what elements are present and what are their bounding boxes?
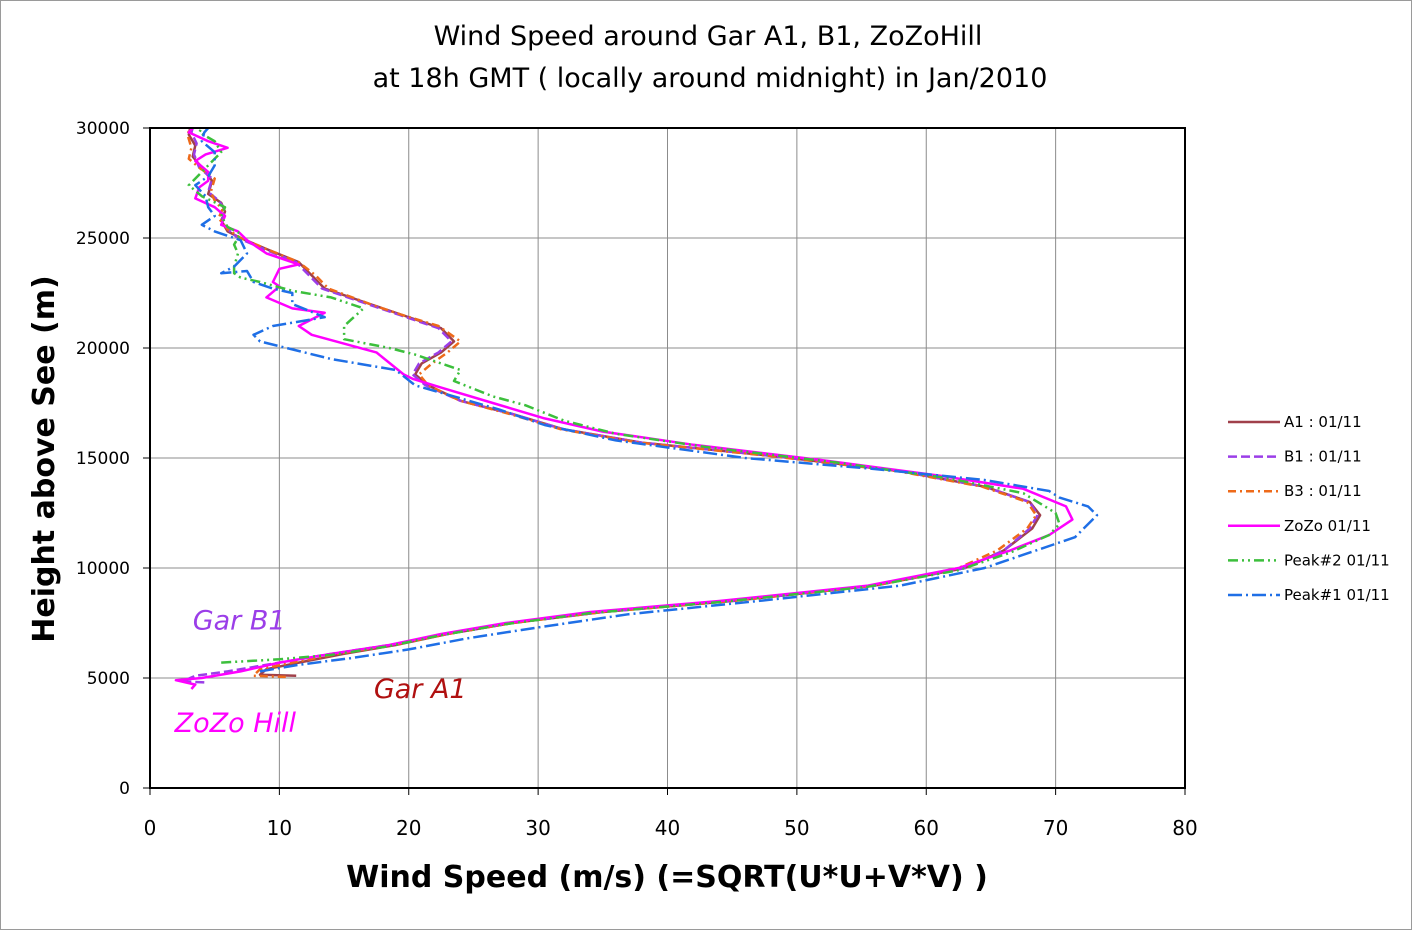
y-tick-label: 5000 [87,669,130,689]
chart-title-line-1: Wind Speed around Gar A1, B1, ZoZoHill [434,21,983,52]
y-axis-label: Height above See (m) [27,275,62,642]
annotations: Gar B1 Gar A1 ZoZo Hill [174,606,467,739]
legend-label: ZoZo 01/11 [1284,517,1371,535]
x-tick-label: 80 [1172,816,1197,840]
y-axis-ticks: 0 5000 10000 15000 20000 25000 30000 [76,119,150,799]
y-tick-label: 15000 [76,449,130,469]
x-tick-label: 50 [784,816,809,840]
x-tick-label: 40 [655,816,680,840]
legend-label: Peak#2 01/11 [1284,551,1390,569]
annotation-label: Gar A1 [374,674,467,705]
x-tick-label: 10 [267,816,292,840]
annotation-label: Gar B1 [193,606,286,637]
x-tick-label: 20 [396,816,421,840]
legend-label: B1 : 01/11 [1284,448,1362,466]
legend-label: Peak#1 01/11 [1284,586,1390,604]
legend-label: B3 : 01/11 [1284,482,1362,500]
series-line-4 [174,127,1074,690]
series-lines [174,127,1099,690]
x-tick-label: 0 [144,816,157,840]
chart-title-line-2: at 18h GMT ( locally around midnight) in… [373,63,1048,94]
legend: A1 : 01/11 B1 : 01/11 B3 : 01/11 ZoZo 01/11… [1228,413,1390,604]
legend-label: A1 : 01/11 [1284,413,1362,431]
x-axis-label: Wind Speed (m/s) (=SQRT(U*U+V*V) ) [346,860,988,895]
chart-title: Wind Speed around Gar A1, B1, ZoZoHill a… [373,21,1048,94]
annotation-label: ZoZo Hill [174,708,297,739]
y-tick-label: 20000 [76,339,130,359]
y-tick-label: 10000 [76,559,130,579]
series-line-6 [194,127,1099,673]
x-axis-ticks: 0 10 20 30 40 50 60 70 80 [144,788,1198,840]
x-tick-label: 70 [1043,816,1068,840]
x-tick-label: 30 [525,816,550,840]
y-tick-label: 25000 [76,229,130,249]
series-line-1 [187,127,1042,678]
series-line-5 [187,127,1061,664]
y-tick-label: 0 [119,779,130,799]
x-tick-label: 60 [914,816,939,840]
series-line-2 [181,127,1039,684]
gridlines [149,127,1186,789]
series-line-3 [186,127,1038,679]
y-tick-label: 30000 [76,119,130,139]
